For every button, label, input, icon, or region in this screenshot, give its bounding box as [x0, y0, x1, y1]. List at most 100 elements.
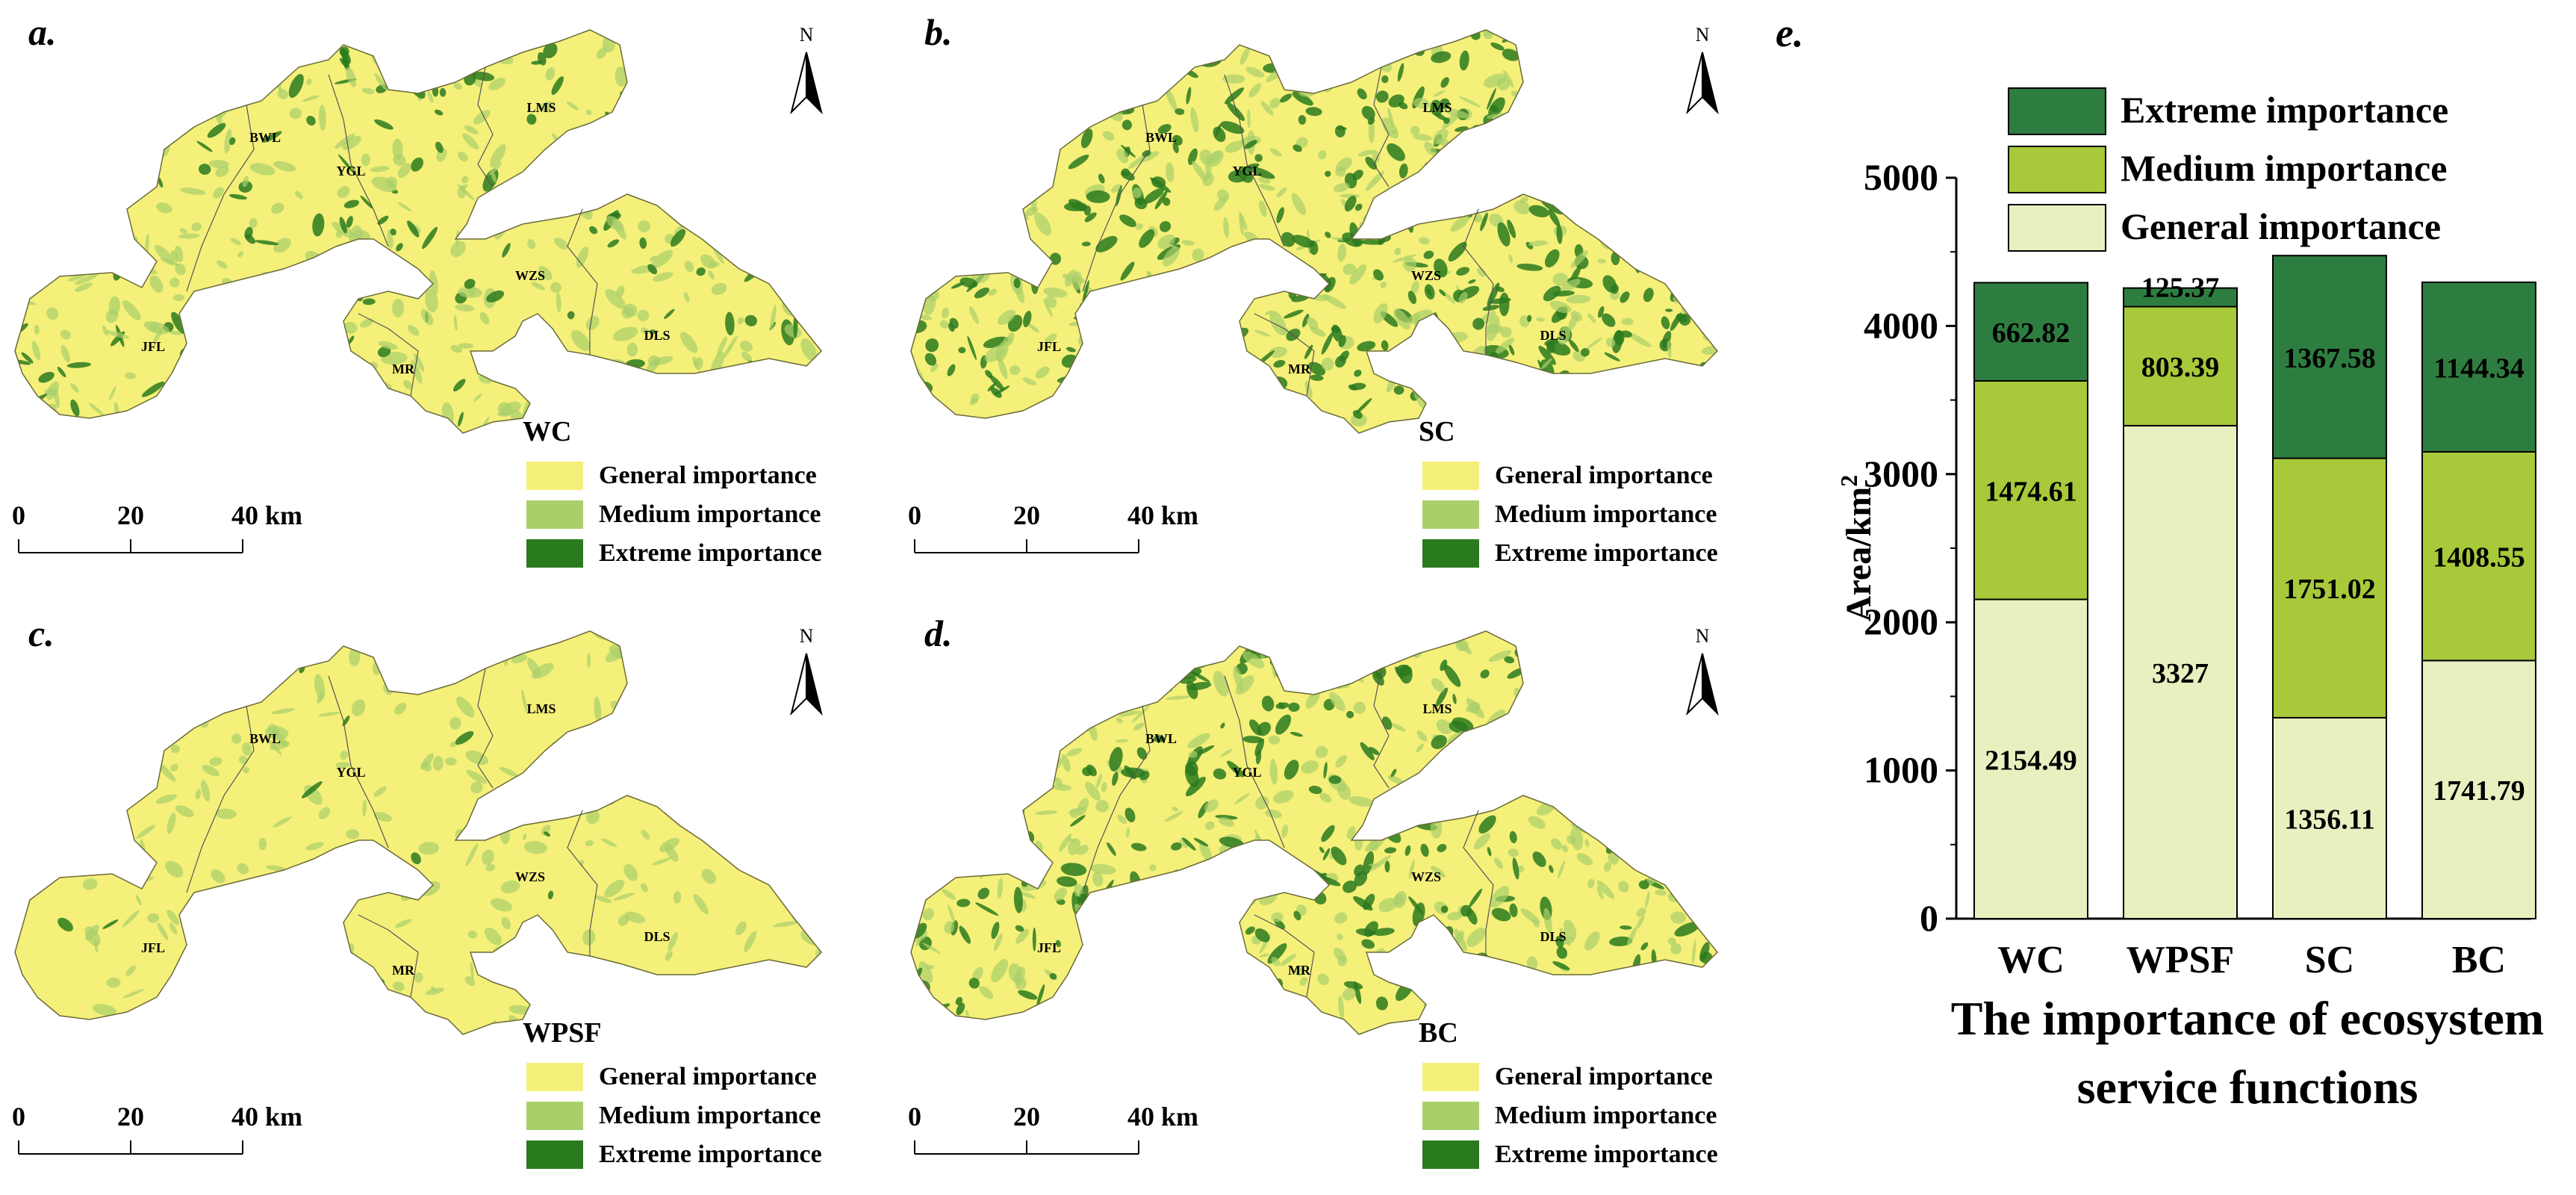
- scale-label: 40 km: [1127, 1102, 1198, 1132]
- north-arrow-icon: N: [790, 24, 823, 115]
- region-label-ygl: YGL: [336, 765, 365, 780]
- bar-segment-bc-1: [2421, 450, 2536, 662]
- scale-label: 20: [117, 1102, 144, 1132]
- legend-swatch: [1422, 1063, 1479, 1091]
- north-arrow-icon: N: [790, 625, 823, 716]
- service-label: WC: [523, 416, 571, 447]
- bar-segment-sc-0: [2272, 716, 2387, 919]
- study-area-outline: [14, 29, 823, 434]
- data-label: 1474.61: [1985, 476, 2077, 507]
- scale-label: 0: [908, 1102, 921, 1132]
- legend-swatch: [526, 500, 583, 529]
- y-tick-label: 4000: [1864, 304, 1938, 346]
- region-label-jfl: JFL: [141, 339, 165, 354]
- north-label: N: [1696, 625, 1710, 647]
- bar-segment-wpsf-0: [2123, 424, 2238, 919]
- county-border: [477, 66, 494, 187]
- y-axis-label-sup: 2: [1835, 475, 1862, 487]
- study-area-shape: [15, 631, 821, 1034]
- map-legend: General importance Medium importance Extre…: [526, 462, 822, 568]
- map-legend: General importance Medium importance Extre…: [1422, 1063, 1718, 1169]
- region-label-lms: LMS: [526, 100, 556, 115]
- map-panel-c: BWL YGL LMS WZS DLS JFL MR c. N WPSF General impor…: [0, 601, 881, 1191]
- county-border: [1373, 66, 1390, 187]
- legend-label: Medium importance: [1495, 500, 1717, 528]
- legend-label: General importance: [2121, 205, 2441, 247]
- scale-label: 40 km: [231, 1102, 302, 1132]
- region-label-ygl: YGL: [1232, 765, 1261, 780]
- north-label: N: [800, 625, 814, 647]
- legend-label: Extreme importance: [2121, 89, 2448, 131]
- region-label-bwl: BWL: [249, 731, 281, 746]
- data-label: 1408.55: [2433, 542, 2525, 574]
- data-label: 2154.49: [1985, 745, 2077, 776]
- panel-label-d: d.: [924, 612, 953, 654]
- region-label-jfl: JFL: [1037, 339, 1061, 354]
- county-border: [186, 104, 255, 292]
- region-label-wzs: WZS: [1411, 869, 1441, 884]
- scale-bar: 0 20 40 km: [908, 1102, 1198, 1155]
- legend-swatch: [1422, 1102, 1479, 1130]
- north-label: N: [800, 24, 814, 46]
- county-border: [1463, 208, 1494, 355]
- county-border: [1082, 104, 1151, 292]
- data-label: 3327: [2152, 658, 2209, 689]
- legend-label: Extreme importance: [1495, 1140, 1718, 1168]
- study-area-outline: [910, 630, 1719, 1035]
- map-panel-a: BWL YGL LMS WZS DLS JFL MR a. N WC General importa…: [0, 0, 881, 590]
- legend-label: Medium importance: [599, 1102, 821, 1129]
- service-label: BC: [1419, 1017, 1458, 1049]
- region-label-mr: MR: [392, 963, 415, 978]
- region-label-dls: DLS: [1540, 929, 1566, 944]
- bar-segment-wpsf-1: [2123, 305, 2238, 426]
- region-label-mr: MR: [1288, 963, 1311, 978]
- legend-label: Extreme importance: [599, 1140, 822, 1168]
- county-border: [1224, 74, 1285, 247]
- legend-label: General importance: [1495, 462, 1713, 489]
- chart-legend: Extreme importance Medium importance Gener…: [2008, 87, 2448, 252]
- legend-label: Medium importance: [599, 500, 821, 528]
- legend-label: General importance: [599, 462, 817, 489]
- legend-swatch: [2008, 204, 2106, 252]
- y-axis-label: Area/km2: [1835, 475, 1879, 621]
- bar-segment-wc-2: [1973, 282, 2088, 382]
- legend-swatch: [1422, 1140, 1479, 1169]
- region-label-mr: MR: [392, 361, 415, 376]
- stacked-bar-chart: e. 0 1000 2000 3000 4000 5000 Area/km2 2154.49 14…: [1776, 10, 2544, 1114]
- region-label-mr: MR: [1288, 361, 1311, 376]
- map-panel-b: BWL YGL LMS WZS DLS JFL MR b. N SC General importa…: [896, 0, 1777, 590]
- legend-label: Extreme importance: [599, 539, 822, 567]
- county-border: [477, 668, 494, 789]
- legend-swatch: [1422, 500, 1479, 529]
- county-border: [358, 914, 419, 998]
- region-label-dls: DLS: [1540, 328, 1566, 343]
- map-svg-b: BWL YGL LMS WZS DLS JFL MR b. N SC General importa…: [908, 11, 1719, 568]
- x-tick-label: WPSF: [2127, 939, 2234, 981]
- region-label-wzs: WZS: [515, 869, 545, 884]
- bar-segment-wpsf-2: [2123, 287, 2238, 308]
- panel-label-e: e.: [1776, 10, 1803, 55]
- region-label-ygl: YGL: [1232, 164, 1261, 179]
- data-label: 803.39: [2141, 352, 2220, 383]
- y-tick-label: 1000: [1864, 749, 1938, 791]
- county-border: [567, 208, 598, 355]
- bar-segment-bc-2: [2421, 281, 2536, 453]
- region-label-lms: LMS: [526, 701, 556, 716]
- region-label-bwl: BWL: [249, 130, 281, 145]
- data-label: 125.37: [2141, 273, 2220, 304]
- scale-bar: 0 20 40 km: [12, 1102, 302, 1155]
- scale-label: 20: [117, 500, 144, 530]
- legend-label: General importance: [1495, 1063, 1713, 1090]
- data-label: 1144.34: [2433, 353, 2524, 384]
- county-border: [1254, 914, 1315, 998]
- x-axis-label: service functions: [2077, 1061, 2418, 1114]
- data-label: 662.82: [1992, 317, 2071, 349]
- study-area-outline: [14, 630, 823, 1035]
- study-area-outline: [910, 29, 1719, 434]
- scale-label: 0: [12, 500, 25, 530]
- legend-swatch: [526, 1140, 583, 1169]
- region-label-jfl: JFL: [1037, 940, 1061, 955]
- county-border: [186, 705, 255, 893]
- county-border: [1373, 668, 1390, 789]
- region-label-ygl: YGL: [336, 164, 365, 179]
